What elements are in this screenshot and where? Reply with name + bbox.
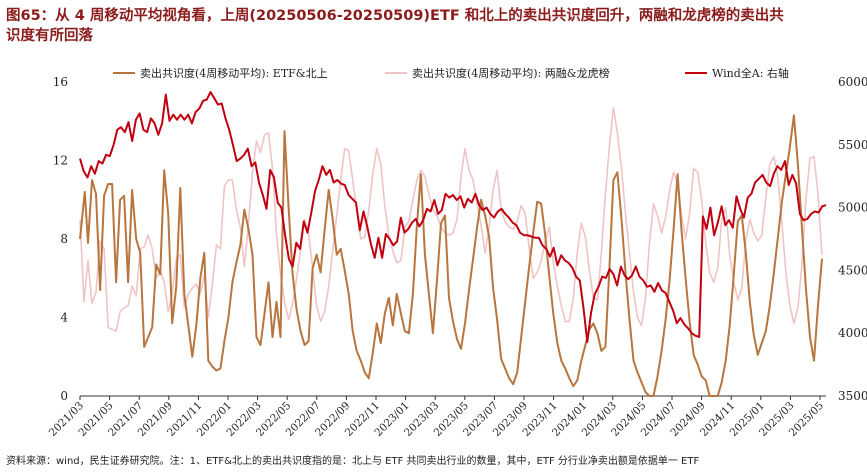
y-left-tick-label: 12 [53, 154, 68, 168]
y-right-tick-label: 5000 [838, 201, 867, 215]
source-note: 资料来源：wind，民生证券研究院。注：1、ETF&北上的卖出共识度指的是：北上… [6, 456, 700, 467]
y-right-tick-label: 4000 [838, 326, 867, 340]
legend-item-etf-label: 卖出共识度(4周移动平均): ETF&北上 [140, 66, 328, 80]
y-right-tick-label: 3500 [838, 389, 867, 403]
margin-series-line [79, 106, 823, 332]
y-right-tick-label: 5500 [838, 138, 867, 152]
figure-title-line2: 识度有所回落 [6, 28, 93, 44]
y-left-tick-label: 4 [60, 311, 68, 325]
y-left-tick-label: 16 [53, 75, 68, 89]
legend-item-margin-label: 卖出共识度(4周移动平均): 两融&龙虎榜 [412, 66, 610, 80]
figure-title: 图65：从 4 周移动平均视角看，上周(20250506-20250509)ET… [6, 6, 864, 46]
legend-item-wind-label: Wind全A: 右轴 [712, 66, 789, 80]
y-right-tick-label: 4500 [838, 263, 867, 277]
y-left-tick-label: 8 [60, 232, 68, 246]
etf-series-line [79, 114, 823, 397]
y-left-tick-label: 0 [60, 389, 68, 403]
wind-series-line [79, 91, 827, 343]
y-right-tick-label: 6000 [838, 75, 867, 89]
figure-title-line1: 图65：从 4 周移动平均视角看，上周(20250506-20250509)ET… [6, 8, 784, 24]
